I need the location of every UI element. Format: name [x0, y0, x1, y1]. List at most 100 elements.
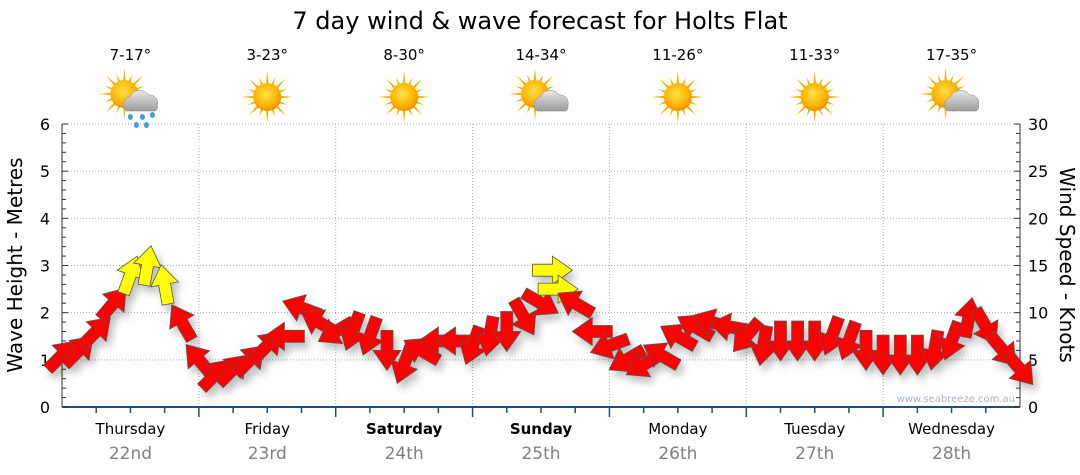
sun-disc: [253, 83, 282, 111]
sun-cloud-icon: [509, 68, 569, 120]
day-label-thursday: Thursday: [95, 420, 166, 438]
wind-arrow: [1001, 349, 1034, 386]
sun-icon: [788, 71, 841, 123]
sun-ray: [411, 78, 423, 90]
sun-ray: [813, 71, 817, 86]
sun-disc: [800, 83, 829, 111]
date-label: 23rd: [248, 444, 287, 464]
temperature-range: 8-30°: [383, 46, 425, 64]
sun-ray: [927, 75, 939, 87]
sun-ray: [516, 75, 528, 87]
day-label-sunday: Sunday: [510, 420, 573, 438]
wind-arrow: [642, 342, 682, 371]
sun-ray: [689, 95, 704, 99]
sun-ray: [676, 71, 680, 86]
day-label-monday: Monday: [648, 420, 707, 438]
right-tick-label: 10: [1028, 304, 1048, 323]
wind-arrow: [508, 296, 537, 336]
sun-ray: [241, 95, 256, 99]
temperature-range: 11-33°: [789, 46, 840, 64]
wind-arrow: [589, 331, 631, 360]
date-label: 27th: [795, 444, 834, 464]
wind-arrow: [557, 290, 597, 319]
right-tick-label: 25: [1028, 162, 1048, 181]
date-label: 25th: [521, 444, 560, 464]
sun-ray: [919, 92, 934, 96]
sun-ray: [822, 78, 834, 90]
sun-ray: [944, 68, 948, 83]
date-label: 24th: [385, 444, 424, 464]
date-label: 28th: [932, 444, 971, 464]
sun-ray: [248, 104, 260, 116]
sun-ray: [122, 68, 126, 83]
sun-icon: [378, 71, 431, 123]
sun-ray: [402, 71, 406, 86]
sun-ray: [788, 95, 803, 99]
temperature-range: 7-17°: [110, 46, 152, 64]
right-tick-label: 15: [1028, 257, 1048, 276]
temperature-range: 17-35°: [926, 46, 977, 64]
left-axis-title: Wave Height - Metres: [3, 157, 27, 372]
wind-arrow: [492, 311, 522, 353]
right-axis-title: Wind Speed - Knots: [1055, 167, 1079, 363]
date-label: 26th: [658, 444, 697, 464]
sun-ray: [274, 104, 286, 116]
wind-arrow: [937, 319, 966, 361]
right-tick-label: 0: [1028, 398, 1038, 417]
sun-ray: [952, 75, 964, 87]
wind-arrow: [571, 316, 613, 347]
sun-ray: [106, 101, 118, 113]
cloud: [533, 90, 569, 112]
sun-ray: [533, 68, 537, 83]
left-tick-label: 0: [40, 398, 50, 417]
sun-icon: [651, 71, 704, 123]
sun-ray: [651, 95, 666, 99]
temperature-range: 3-23°: [247, 46, 289, 64]
sun-ray: [378, 95, 393, 99]
sun-ray: [826, 95, 841, 99]
sun-ray: [685, 104, 697, 116]
wind-arrow: [317, 315, 357, 345]
left-tick-label: 1: [40, 351, 50, 370]
wind-arrow: [372, 329, 402, 372]
sun-ray: [509, 92, 524, 96]
wind-arrow: [532, 255, 574, 285]
sun-ray: [685, 78, 697, 90]
sun-ray: [516, 101, 528, 113]
cloud: [123, 90, 158, 112]
sun-ray: [416, 95, 431, 99]
day-label-saturday: Saturday: [366, 420, 443, 438]
wind-arrow: [116, 255, 145, 297]
raindrop: [133, 122, 139, 128]
sun-ray: [265, 108, 269, 123]
sun-ray: [676, 108, 680, 123]
wind-arrow: [169, 304, 198, 343]
cloud: [944, 90, 980, 112]
temperature-range: 11-26°: [652, 46, 703, 64]
wind-arrow: [835, 319, 863, 361]
sun-ray: [385, 104, 397, 116]
sun-cloud-icon: [919, 68, 980, 120]
wind-arrow: [732, 316, 765, 353]
right-tick-label: 20: [1028, 209, 1048, 228]
wind-arrow: [132, 245, 162, 287]
sun-icon: [241, 71, 294, 123]
sun-ray: [542, 75, 554, 87]
wind-arrow: [150, 264, 180, 306]
sun-disc: [390, 83, 419, 111]
day-label-friday: Friday: [245, 420, 291, 438]
wind-arrow: [263, 321, 305, 352]
sun-ray: [796, 104, 808, 116]
sun-ray: [106, 75, 118, 87]
wind-arrow: [659, 323, 699, 353]
chart-title: 7 day wind & wave forecast for Holts Fla…: [292, 7, 787, 35]
left-tick-label: 4: [40, 209, 50, 228]
right-tick-label: 5: [1028, 351, 1038, 370]
raindrop: [149, 112, 155, 118]
left-tick-label: 5: [40, 162, 50, 181]
sun-ray: [385, 78, 397, 90]
raindrop: [143, 122, 149, 128]
raindrop: [127, 114, 133, 120]
sun-ray: [813, 108, 817, 123]
